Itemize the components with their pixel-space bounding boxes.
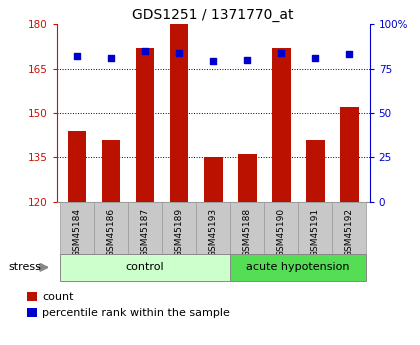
Bar xyxy=(204,157,223,202)
Point xyxy=(278,50,284,55)
Legend: count, percentile rank within the sample: count, percentile rank within the sample xyxy=(26,292,230,318)
Bar xyxy=(298,202,332,254)
Text: acute hypotension: acute hypotension xyxy=(247,263,350,272)
Text: GSM45187: GSM45187 xyxy=(141,208,150,257)
Point xyxy=(244,57,250,62)
Text: GSM45188: GSM45188 xyxy=(243,208,252,257)
Bar xyxy=(94,202,128,254)
Text: GSM45190: GSM45190 xyxy=(277,208,286,257)
Point xyxy=(346,52,352,57)
Point xyxy=(176,50,183,55)
Bar xyxy=(230,202,264,254)
Text: GSM45189: GSM45189 xyxy=(175,208,184,257)
Bar xyxy=(60,254,230,281)
Bar xyxy=(340,107,359,202)
Bar xyxy=(102,140,121,202)
Text: GSM45184: GSM45184 xyxy=(73,208,81,257)
Point xyxy=(312,55,318,61)
Text: stress: stress xyxy=(8,263,41,272)
Bar xyxy=(196,202,230,254)
Point xyxy=(74,53,81,59)
Bar xyxy=(136,48,155,202)
Text: GSM45186: GSM45186 xyxy=(107,208,116,257)
Bar xyxy=(238,155,257,202)
Bar xyxy=(60,202,94,254)
Bar xyxy=(162,202,196,254)
Bar xyxy=(332,202,366,254)
Bar xyxy=(128,202,162,254)
Point xyxy=(108,55,115,61)
Bar xyxy=(272,48,291,202)
Text: GSM45191: GSM45191 xyxy=(311,208,320,257)
Bar xyxy=(306,140,325,202)
Point xyxy=(142,48,149,53)
Text: control: control xyxy=(126,263,165,272)
Text: GSM45193: GSM45193 xyxy=(209,208,218,257)
Bar xyxy=(170,24,189,202)
Bar xyxy=(264,202,298,254)
Point xyxy=(210,59,217,64)
Bar xyxy=(230,254,366,281)
Title: GDS1251 / 1371770_at: GDS1251 / 1371770_at xyxy=(132,8,294,22)
Text: GSM45192: GSM45192 xyxy=(345,208,354,257)
Bar xyxy=(68,131,87,202)
